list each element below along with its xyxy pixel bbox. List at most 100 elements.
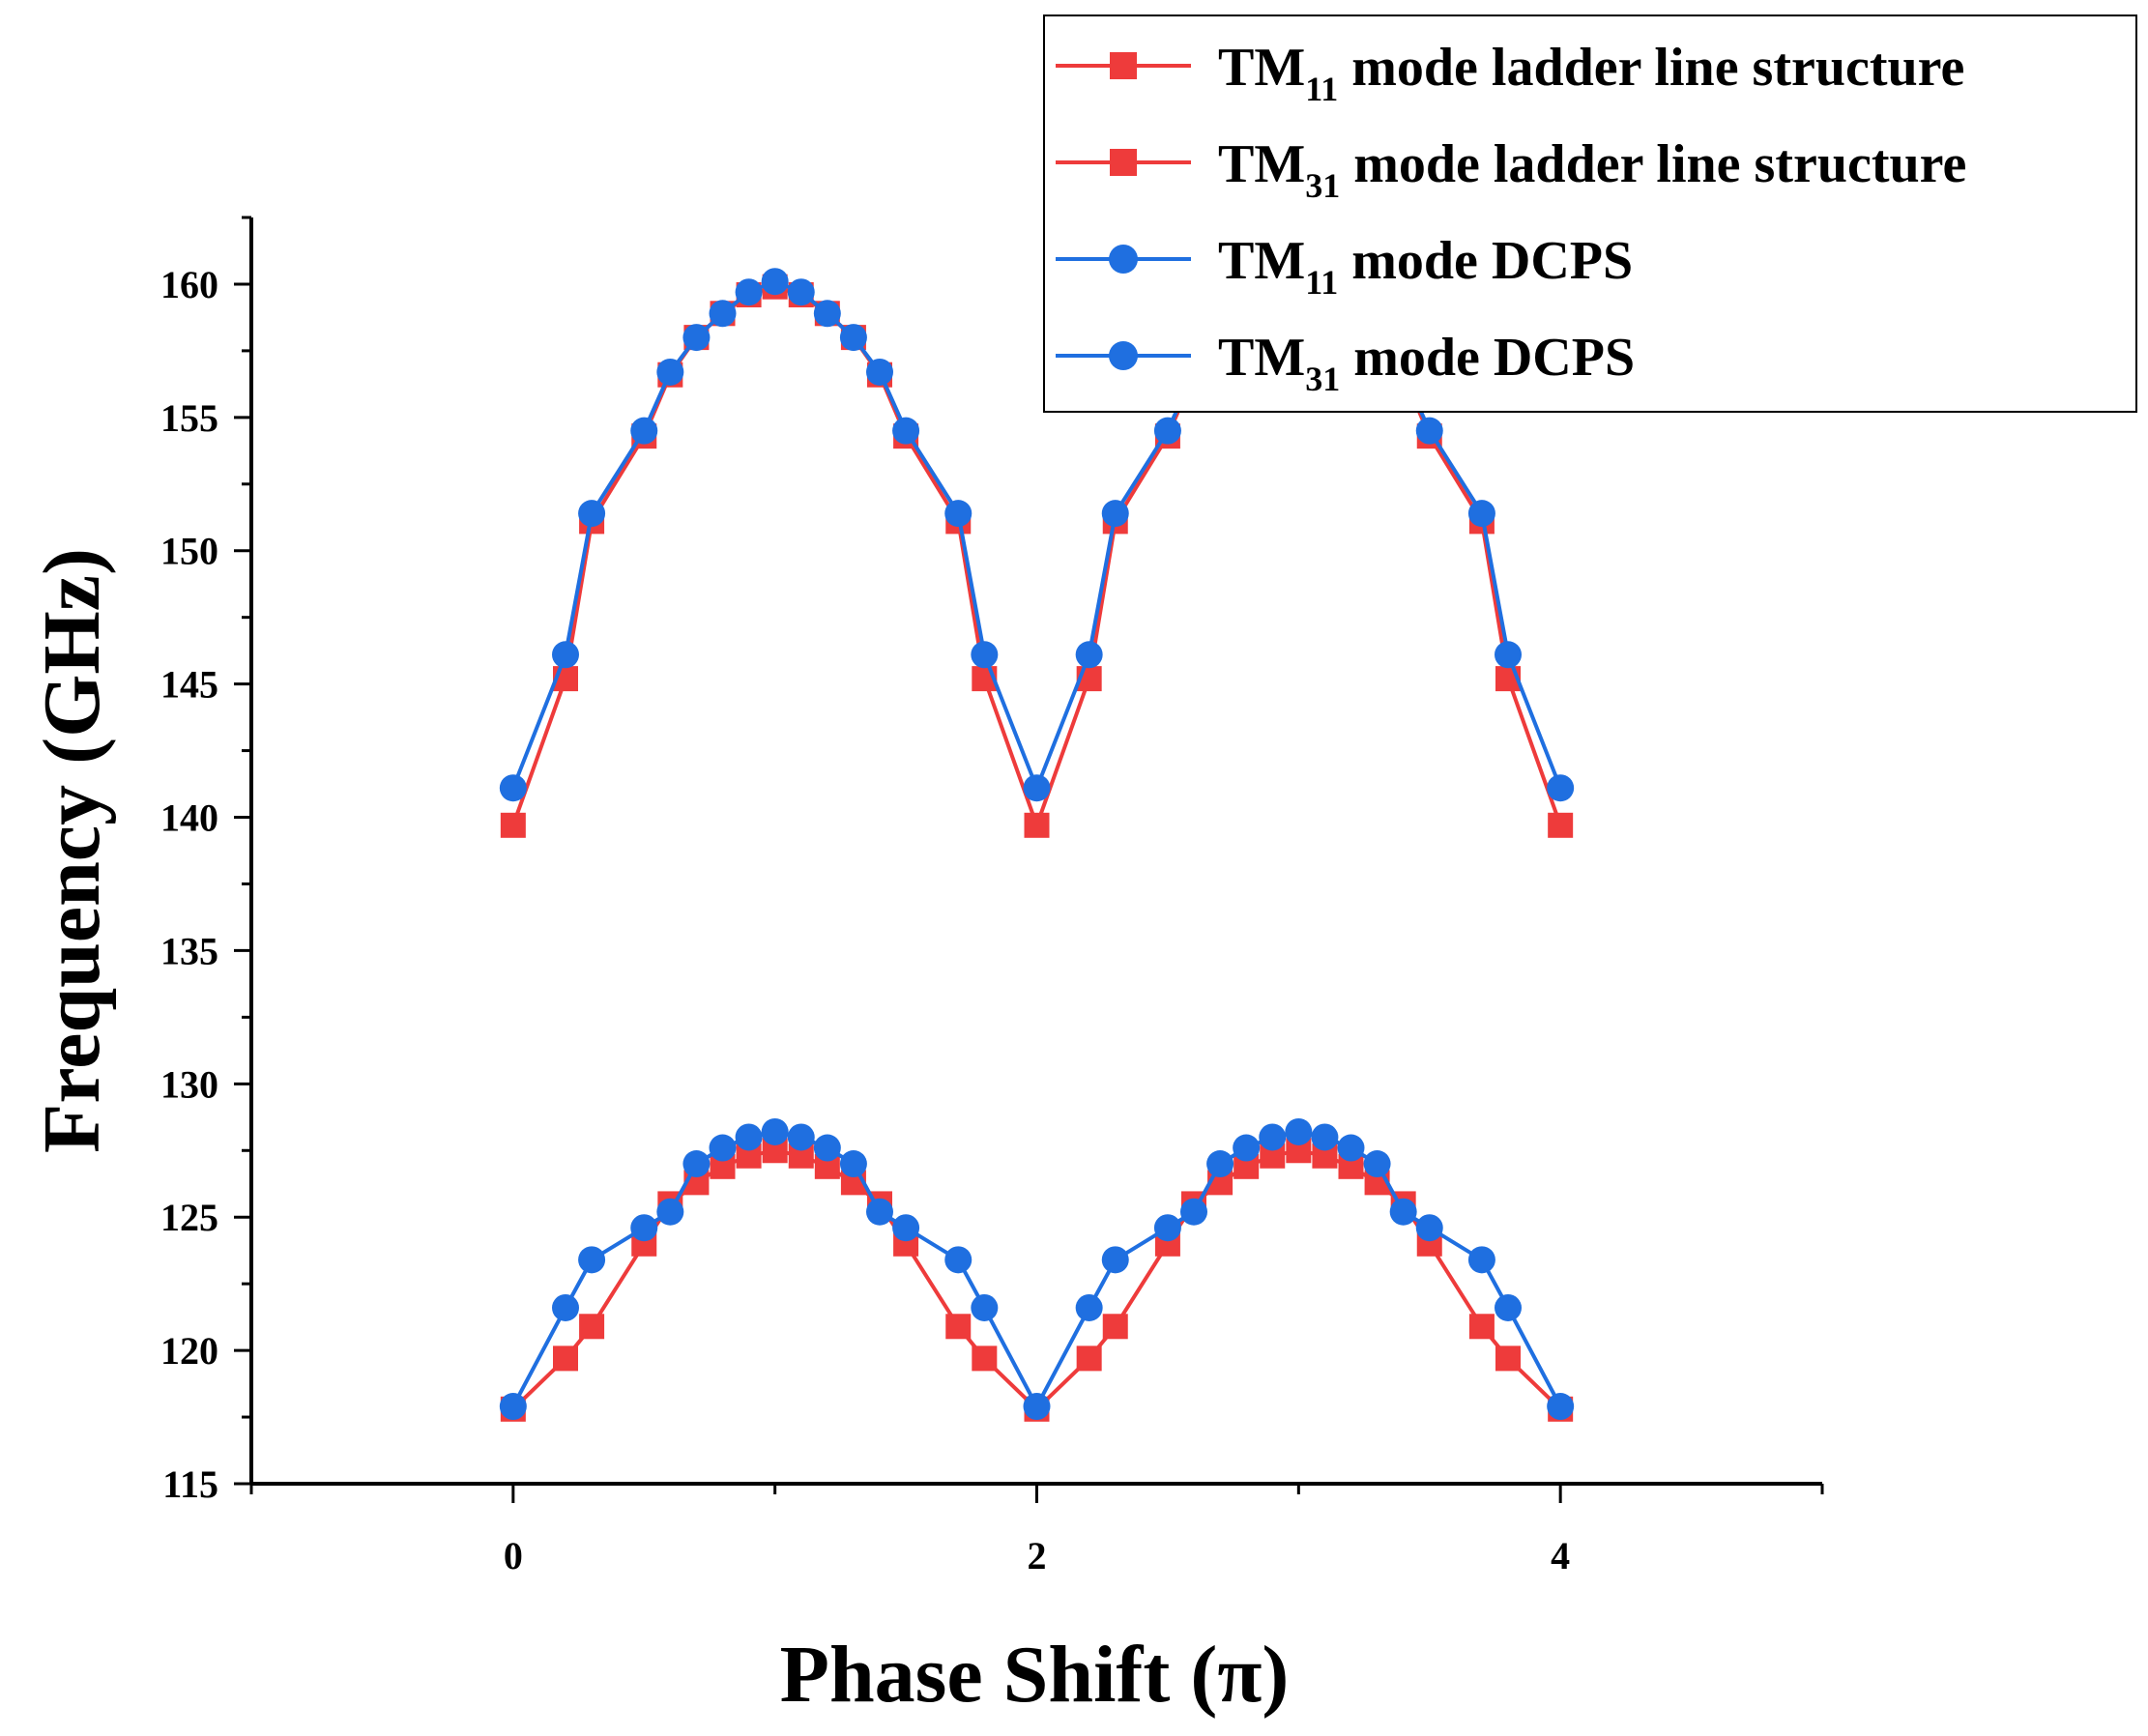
y-tick-label: 140	[160, 796, 218, 840]
data-point-circle	[839, 324, 867, 352]
data-point-square	[553, 1345, 578, 1372]
data-point-circle	[1285, 1117, 1313, 1145]
data-point-circle	[552, 1293, 579, 1321]
series-4	[499, 1117, 1575, 1421]
axes: 115 120 125 130 135 140 145 150 155 160 0 2 4	[160, 216, 1824, 1577]
data-point-circle	[578, 1246, 606, 1274]
data-point-circle	[1180, 1198, 1207, 1226]
data-point-circle	[971, 641, 999, 669]
data-point-square	[1024, 812, 1050, 838]
data-point-circle	[787, 278, 815, 306]
legend-label: TM11 mode DCPS	[1218, 231, 1633, 302]
data-point-circle	[630, 417, 658, 445]
data-point-circle	[1259, 1123, 1287, 1151]
data-point-circle	[682, 324, 711, 352]
y-tick-label: 125	[160, 1196, 218, 1239]
data-point-circle	[971, 1293, 999, 1321]
y-tick-label: 145	[160, 663, 218, 707]
data-point-circle	[813, 300, 841, 328]
data-point-circle	[866, 358, 893, 386]
data-point-circle	[682, 1150, 711, 1178]
data-point-circle	[1337, 1134, 1365, 1162]
x-axis-title: Phase Shift (π)	[780, 1630, 1290, 1720]
legend-label: TM11 mode ladder line structure	[1218, 38, 1964, 108]
legend: TM11 mode ladder line structure TM31 mode…	[1043, 14, 2137, 413]
data-point-circle	[1206, 1150, 1234, 1178]
legend-label: TM31 mode ladder line structure	[1218, 134, 1966, 205]
data-point-square	[945, 1314, 972, 1340]
data-point-circle	[1101, 500, 1129, 528]
legend-swatch-square	[1110, 52, 1137, 79]
data-point-circle	[1075, 1293, 1103, 1321]
data-point-circle	[552, 641, 579, 669]
data-point-circle	[1547, 1393, 1575, 1421]
data-point-square	[1548, 812, 1574, 838]
data-point-circle	[761, 1117, 789, 1145]
data-point-circle	[578, 500, 606, 528]
data-point-circle	[892, 417, 920, 445]
legend-swatch-square	[1110, 149, 1137, 176]
data-point-circle	[735, 1123, 763, 1151]
data-point-circle	[787, 1123, 815, 1151]
data-point-circle	[1467, 1246, 1495, 1274]
data-point-circle	[735, 278, 763, 306]
data-point-circle	[630, 1214, 658, 1242]
data-point-square	[1102, 1314, 1128, 1340]
data-point-circle	[1389, 1198, 1417, 1226]
data-point-circle	[1153, 417, 1181, 445]
data-point-circle	[1233, 1134, 1261, 1162]
data-point-circle	[944, 1246, 972, 1274]
data-point-circle	[839, 1150, 867, 1178]
data-point-circle	[1023, 774, 1051, 802]
series-line	[511, 1148, 1562, 1411]
y-tick-label: 120	[160, 1329, 218, 1373]
data-point-circle	[761, 268, 789, 296]
legend-item: TM11 mode ladder line structure	[1056, 38, 1964, 108]
y-tick-label: 150	[160, 530, 218, 573]
y-axis-title: Frequency (GHz)	[27, 548, 117, 1153]
y-tick-label: 115	[162, 1462, 218, 1506]
legend-item: TM31 mode ladder line structure	[1056, 134, 1966, 205]
data-point-circle	[1467, 500, 1495, 528]
y-tick-label: 135	[160, 929, 218, 972]
y-tick-label: 130	[160, 1062, 218, 1106]
series-line	[511, 1130, 1562, 1408]
data-point-circle	[1023, 1393, 1051, 1421]
data-point-circle	[656, 1198, 684, 1226]
data-point-circle	[1547, 774, 1575, 802]
data-point-square	[579, 1314, 605, 1340]
data-point-circle	[1415, 417, 1443, 445]
data-point-circle	[656, 358, 684, 386]
data-point-circle	[1311, 1123, 1339, 1151]
data-point-circle	[1363, 1150, 1391, 1178]
data-point-square	[1076, 1345, 1102, 1372]
data-point-square	[1468, 1314, 1495, 1340]
data-point-circle	[813, 1134, 841, 1162]
legend-box	[1043, 14, 2137, 413]
data-point-circle	[944, 500, 972, 528]
legend-item: TM11 mode DCPS	[1056, 231, 1633, 302]
x-tick-label: 0	[504, 1534, 523, 1577]
y-tick-label: 160	[160, 263, 218, 306]
data-point-circle	[1415, 1214, 1443, 1242]
data-point-circle	[709, 1134, 737, 1162]
data-point-circle	[892, 1214, 920, 1242]
legend-swatch-circle	[1109, 245, 1138, 274]
series-layer	[499, 268, 1575, 1422]
data-point-circle	[1153, 1214, 1181, 1242]
data-point-circle	[866, 1198, 893, 1226]
legend-swatch-circle	[1109, 341, 1138, 370]
x-tick-label: 4	[1551, 1534, 1570, 1577]
series-2	[500, 1138, 1574, 1422]
legend-item: TM31 mode DCPS	[1056, 328, 1635, 398]
data-point-circle	[499, 1393, 527, 1421]
legend-label: TM31 mode DCPS	[1218, 328, 1635, 398]
data-point-circle	[1495, 641, 1522, 669]
data-point-circle	[1075, 641, 1103, 669]
data-point-square	[972, 1345, 998, 1372]
y-tick-label: 155	[160, 396, 218, 440]
data-point-square	[1495, 1345, 1521, 1372]
data-point-circle	[1101, 1246, 1129, 1274]
data-point-circle	[1495, 1293, 1522, 1321]
data-point-square	[500, 812, 526, 838]
